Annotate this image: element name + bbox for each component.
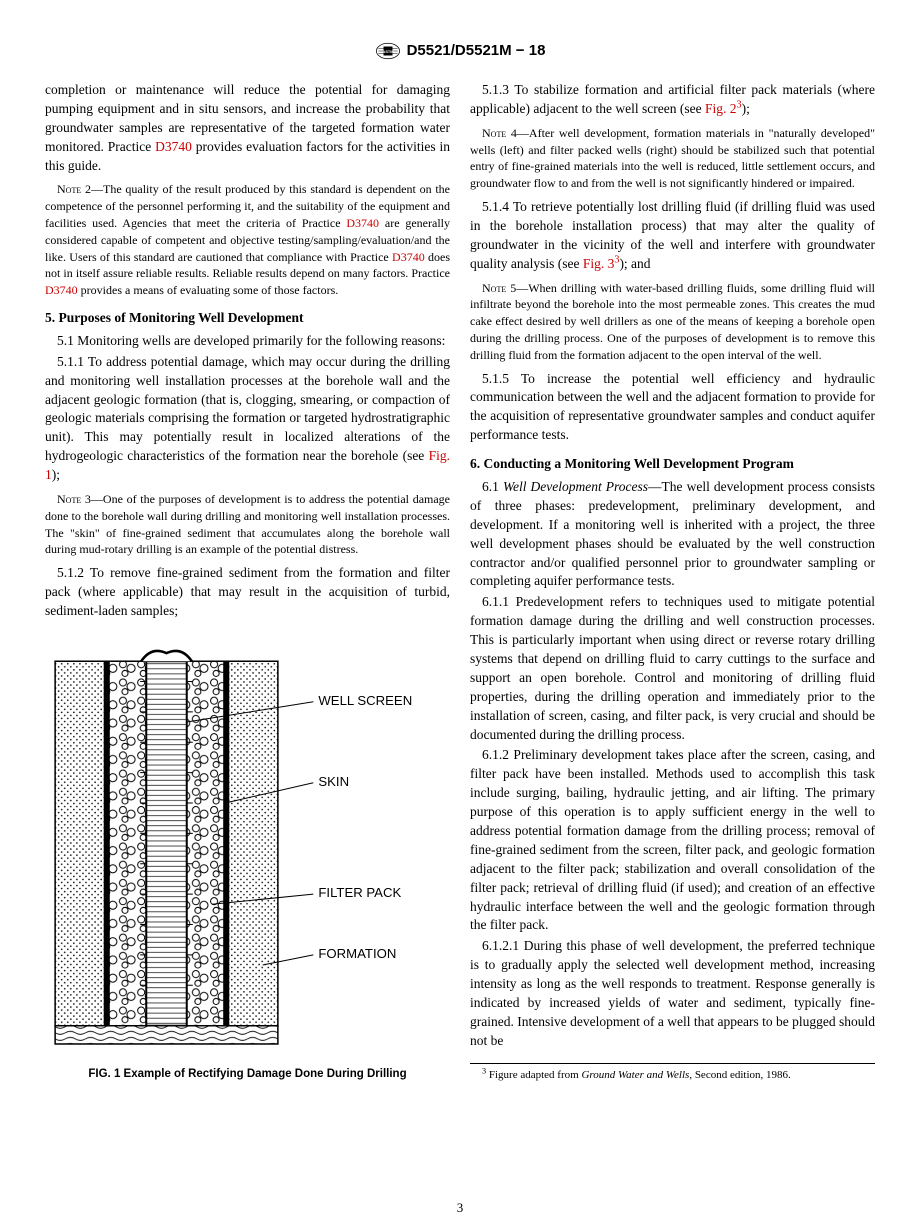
figure-1-svg: WELL SCREEN SKIN FILTER PACK FORMATION	[45, 641, 450, 1056]
label-filter-pack: FILTER PACK	[318, 885, 401, 900]
practice-link[interactable]: D3740	[45, 283, 78, 297]
label-formation: FORMATION	[318, 946, 396, 961]
practice-link[interactable]: D3740	[392, 250, 425, 264]
note-5: Note 5—When drilling with water-based dr…	[470, 280, 875, 364]
section-6-heading: 6. Conducting a Monitoring Well Developm…	[470, 455, 875, 474]
page-header: ASTM D5521/D5521M − 18	[45, 40, 875, 61]
practice-link[interactable]: D3740	[155, 139, 192, 154]
footnote-3: 3 Figure adapted from Ground Water and W…	[470, 1063, 875, 1083]
para-5-1-1: 5.1.1 To address potential damage, which…	[45, 353, 450, 485]
content-columns: completion or maintenance will reduce th…	[45, 81, 875, 1083]
para-5-1-4: 5.1.4 To retrieve potentially lost drill…	[470, 198, 875, 274]
para-5-1-2: 5.1.2 To remove fine-grained sediment fr…	[45, 564, 450, 621]
para-5-1-3: 5.1.3 To stabilize formation and artific…	[470, 81, 875, 119]
fig-3-link[interactable]: Fig. 3	[583, 256, 615, 271]
label-skin: SKIN	[318, 774, 349, 789]
designation: D5521/D5521M − 18	[407, 40, 546, 61]
para-5-1-5: 5.1.5 To increase the potential well eff…	[470, 370, 875, 446]
para-6-1-2-1: 6.1.2.1 During this phase of well develo…	[470, 937, 875, 1050]
astm-logo: ASTM	[375, 42, 401, 60]
note-2: Note 2—The quality of the result produce…	[45, 181, 450, 299]
para-5-1: 5.1 Monitoring wells are developed prima…	[45, 332, 450, 351]
label-well-screen: WELL SCREEN	[318, 693, 412, 708]
figure-1-caption: FIG. 1 Example of Rectifying Damage Done…	[45, 1066, 450, 1082]
para-6-1-1: 6.1.1 Predevelopment refers to technique…	[470, 593, 875, 744]
note-4: Note 4—After well development, formation…	[470, 125, 875, 192]
continuation-para: completion or maintenance will reduce th…	[45, 81, 450, 175]
svg-text:ASTM: ASTM	[382, 49, 393, 53]
figure-1: WELL SCREEN SKIN FILTER PACK FORMATION F…	[45, 641, 450, 1082]
para-6-1-2: 6.1.2 Preliminary development takes plac…	[470, 746, 875, 935]
note-3: Note 3—One of the purposes of developmen…	[45, 491, 450, 558]
page-number: 3	[0, 1199, 920, 1217]
para-6-1: 6.1 Well Development Process—The well de…	[470, 478, 875, 591]
practice-link[interactable]: D3740	[346, 216, 379, 230]
fig-2-link[interactable]: Fig. 2	[705, 101, 737, 116]
section-5-heading: 5. Purposes of Monitoring Well Developme…	[45, 309, 450, 328]
